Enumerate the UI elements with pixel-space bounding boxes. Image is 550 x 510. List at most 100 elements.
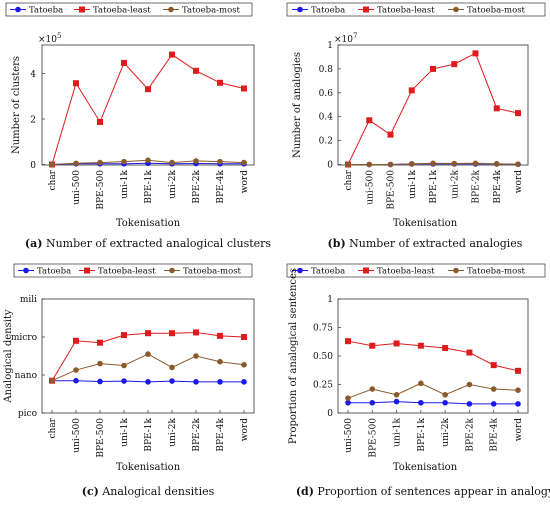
data-point-tatoeba-least xyxy=(417,342,424,349)
data-point-tatoeba-most xyxy=(73,160,79,167)
x-tick-label: word xyxy=(514,170,524,193)
legend-marker-tatoeba-least xyxy=(363,6,369,13)
data-point-tatoeba-least xyxy=(393,340,400,347)
data-point-tatoeba-most xyxy=(97,360,103,367)
data-point-tatoeba xyxy=(121,378,127,384)
legend-label-tatoeba-least: Tatoeba-least xyxy=(93,6,151,16)
x-tick-label: BPE-1k xyxy=(144,417,154,451)
x-tick-label: char xyxy=(48,417,58,438)
y-tick-label: 0.6 xyxy=(319,89,334,99)
data-point-tatoeba xyxy=(241,379,247,385)
data-point-tatoeba-least xyxy=(451,61,458,68)
data-point-tatoeba-least xyxy=(515,367,521,374)
x-axis-label-c: Tokenisation xyxy=(116,462,181,473)
x-tick-label: word xyxy=(240,418,250,441)
data-point-tatoeba-most xyxy=(193,353,199,359)
legend-label-tatoeba-most: Tatoeba-most xyxy=(182,6,241,16)
y-ticks-c: pico nano micro mili xyxy=(11,295,45,419)
series-line-tatoeba-least xyxy=(51,53,245,165)
legend-label-tatoeba: Tatoeba xyxy=(311,6,345,16)
x-tick-label: BPE-500 xyxy=(96,418,106,458)
data-point-tatoeba-most xyxy=(493,161,500,167)
legend-marker-tatoeba xyxy=(297,6,303,13)
data-point-tatoeba-most xyxy=(121,158,127,165)
x-tick-label: uni-500 xyxy=(72,170,82,205)
y-tick-label: 0 xyxy=(327,409,333,419)
caption-a: (a) Number of extracted analogical clust… xyxy=(25,237,271,250)
x-tick-label: word xyxy=(514,418,524,441)
y-tick-label: micro xyxy=(11,333,37,343)
x-tick-label: uni-1k xyxy=(393,417,403,446)
data-point-tatoeba-most xyxy=(49,161,55,168)
data-point-tatoeba-most xyxy=(49,377,55,384)
data-point-tatoeba xyxy=(442,399,448,406)
legend-marker-tatoeba-most xyxy=(453,6,459,13)
legend-label-tatoeba: Tatoeba xyxy=(37,267,71,277)
legend-marker-tatoeba xyxy=(23,267,29,274)
data-point-tatoeba-least xyxy=(169,51,175,58)
x-axis-label-b: Tokenisation xyxy=(393,218,458,229)
x-tick-label: uni-500 xyxy=(365,170,375,205)
legend-label-tatoeba-least: Tatoeba-least xyxy=(98,267,156,277)
data-point-tatoeba-least xyxy=(408,87,415,94)
y-tick-label: 0.2 xyxy=(319,137,333,147)
x-tick-label: BPE-2k xyxy=(465,417,475,451)
x-tick-label: uni-1k xyxy=(120,417,130,446)
data-point-tatoeba-least xyxy=(366,117,373,124)
x-tick-label: BPE-4k xyxy=(216,169,226,203)
data-point-tatoeba-least xyxy=(97,118,103,125)
x-tick-label: BPE-1k xyxy=(417,417,427,451)
data-point-tatoeba-most xyxy=(418,380,424,387)
data-point-tatoeba-least xyxy=(493,105,500,112)
data-point-tatoeba xyxy=(393,398,400,405)
data-point-tatoeba-most xyxy=(466,381,473,388)
y-tick-label: 0.25 xyxy=(313,381,333,391)
legend-b: Tatoeba Tatoeba-least Tatoeba-most xyxy=(286,2,546,17)
data-point-tatoeba-least xyxy=(193,67,199,74)
data-point-tatoeba xyxy=(73,377,79,384)
data-point-tatoeba xyxy=(490,401,497,407)
y-tick-label: 0.50 xyxy=(313,352,333,362)
legend-marker-tatoeba xyxy=(15,6,21,13)
data-point-tatoeba-least xyxy=(97,339,103,346)
data-point-tatoeba-most xyxy=(169,364,175,371)
panel-a: Tatoeba Tatoeba-least Tatoeba-most ×105 … xyxy=(5,2,271,250)
x-tick-label: word xyxy=(240,170,250,193)
data-point-tatoeba xyxy=(145,379,151,385)
data-point-tatoeba-most xyxy=(217,358,223,365)
series-line-tatoeba-most xyxy=(347,382,519,399)
data-point-tatoeba-most xyxy=(387,161,394,168)
data-point-tatoeba-least xyxy=(169,330,175,337)
legend-label-tatoeba-most: Tatoeba-most xyxy=(467,6,526,16)
caption-c: (c) Analogical densities xyxy=(82,485,215,498)
panel-c: Tatoeba Tatoeba-least Tatoeba-most pico n… xyxy=(3,263,255,498)
x-tick-label: uni-1k xyxy=(408,169,418,198)
plot-area-a xyxy=(41,44,255,166)
x-tick-label: uni-500 xyxy=(72,418,82,453)
series-group-d xyxy=(345,338,521,407)
x-tick-label: uni-500 xyxy=(344,418,354,453)
y-ticks-d: 0 0.25 0.50 0.75 1 xyxy=(313,295,341,419)
legend-label-tatoeba-least: Tatoeba-least xyxy=(377,6,435,16)
y-tick-label: mili xyxy=(20,295,37,305)
data-point-tatoeba-most xyxy=(145,351,151,357)
y-tick-label-a: 4 xyxy=(30,70,36,80)
plot-area-d xyxy=(337,298,529,414)
series-line-tatoeba-least xyxy=(347,340,519,372)
data-point-tatoeba-least xyxy=(241,85,247,92)
legend-marker-tatoeba xyxy=(297,267,303,274)
legend-marker-tatoeba-least xyxy=(363,267,369,274)
data-point-tatoeba-most xyxy=(193,158,199,164)
x-tick-label: BPE-4k xyxy=(490,417,500,451)
data-point-tatoeba-most xyxy=(241,159,247,166)
y-tick-label: 0.75 xyxy=(313,324,333,334)
data-point-tatoeba-least xyxy=(442,345,449,352)
series-line-tatoeba-most xyxy=(51,353,245,382)
data-point-tatoeba-least xyxy=(121,59,127,66)
legend-marker-tatoeba-most xyxy=(453,267,459,274)
y-axis-label-d: Proportion of analogical sentences xyxy=(288,268,299,444)
x-tick-label: BPE-1k xyxy=(144,169,154,203)
x-tick-labels-a: char uni-500 BPE-500 uni-1k BPE-1k uni-2k BPE-… xyxy=(48,162,250,210)
data-point-tatoeba-least xyxy=(430,65,436,72)
data-point-tatoeba-most xyxy=(366,161,373,168)
